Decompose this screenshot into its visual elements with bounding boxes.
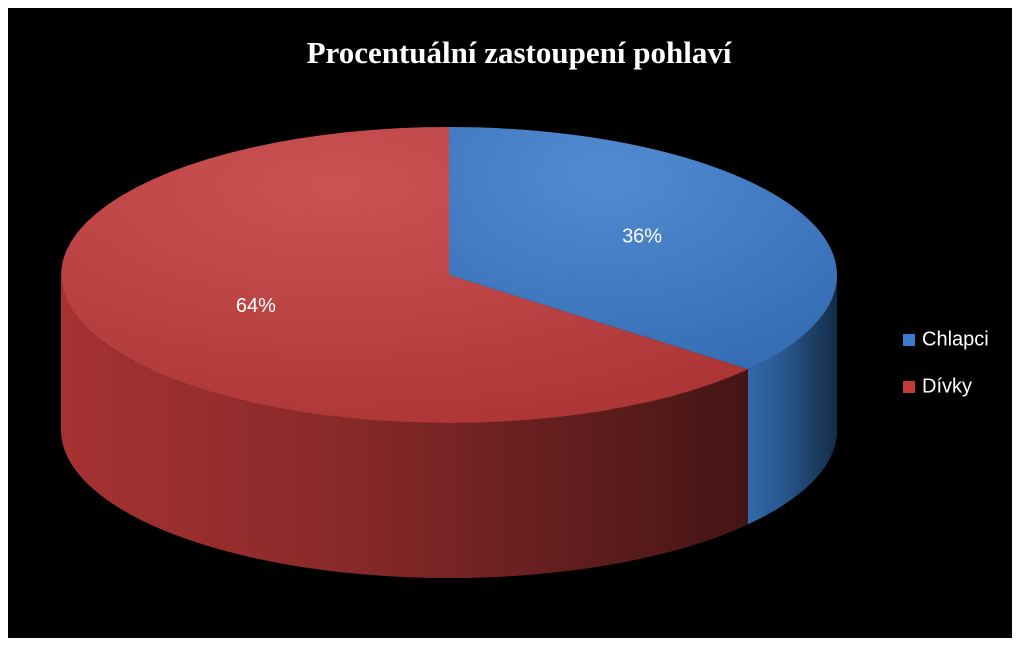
legend-label: Chlapci: [922, 328, 989, 350]
chart-title: Procentuální zastoupení pohlaví: [307, 35, 732, 70]
pie-side-shade: [748, 275, 837, 525]
legend-label: Dívky: [922, 375, 972, 397]
data-label: 64%: [236, 295, 276, 317]
pie-slice-shade: [61, 127, 748, 423]
legend-swatch: [903, 334, 915, 346]
legend-swatch: [903, 381, 915, 393]
pie-side-shade: [61, 275, 748, 578]
data-label: 36%: [622, 226, 662, 248]
pie-slice-shade: [449, 127, 837, 370]
